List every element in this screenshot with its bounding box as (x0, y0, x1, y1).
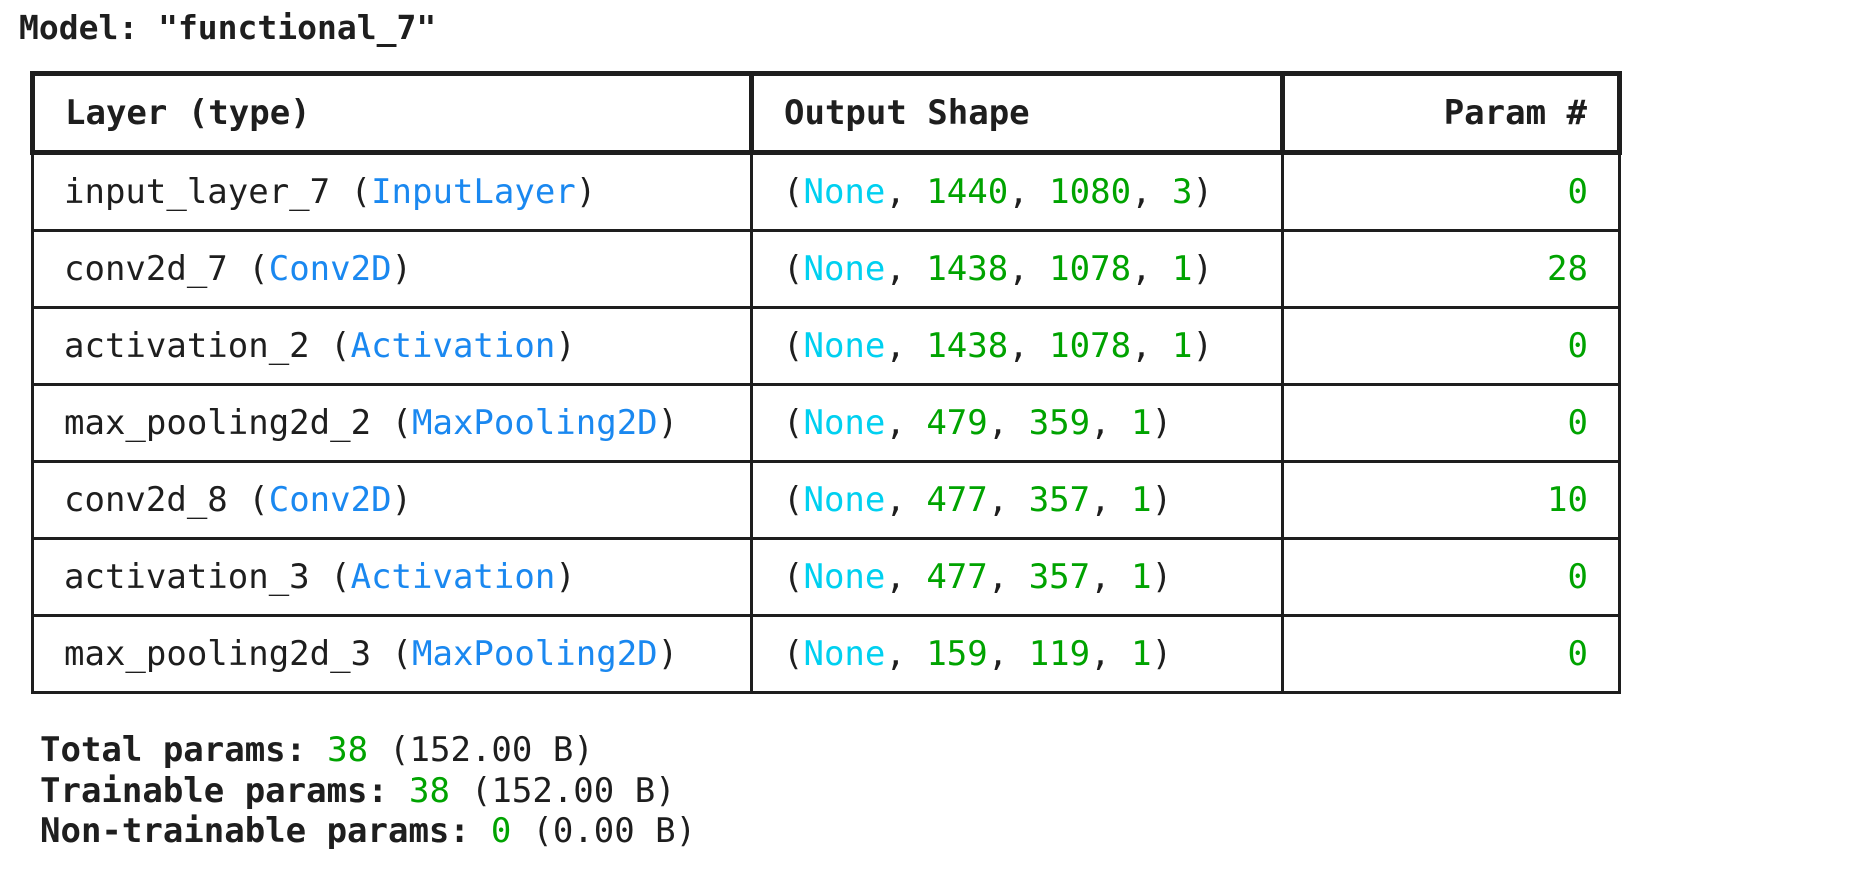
shape-cell: (None, 477, 357, 1) (750, 460, 1284, 540)
layer-cell: input_layer_7 (InputLayer) (31, 151, 753, 232)
layer-row: activation_3 (Activation) (None, 477, 357… (31, 537, 1621, 617)
layer-cell: activation_2 (Activation) (31, 306, 753, 386)
layer-cell: activation_3 (Activation) (31, 537, 753, 617)
summary-label: Non-trainable params: (40, 811, 470, 851)
shape-cell: (None, 479, 359, 1) (750, 383, 1284, 463)
shape-cell: (None, 159, 119, 1) (750, 614, 1284, 694)
summary-label: Total params: (40, 730, 307, 770)
summary-value: 38 (409, 770, 450, 811)
summary-size: (152.00 B) (470, 770, 676, 811)
param-cell: 0 (1281, 537, 1621, 617)
param-cell: 0 (1281, 306, 1621, 386)
summary-line: Trainable params: 38 (152.00 B) (40, 771, 696, 812)
layer-row: max_pooling2d_3 (MaxPooling2D) (None, 159… (31, 614, 1621, 694)
summary-label: Trainable params: (40, 770, 388, 811)
summary-line: Non-trainable params: 0 (0.00 B) (40, 811, 696, 852)
table-body: input_layer_7 (InputLayer) (None, 1440, 1… (31, 151, 1621, 694)
summary-size: (152.00 B) (389, 730, 594, 770)
summary-table: Layer (type) Output Shape Param # input_la… (30, 71, 1622, 694)
layer-cell: conv2d_7 (Conv2D) (31, 229, 753, 309)
layer-row: max_pooling2d_2 (MaxPooling2D) (None, 479… (31, 383, 1621, 463)
header-row: Layer (type) Output Shape Param # (30, 71, 1622, 155)
column-header: Output Shape (749, 71, 1285, 155)
param-cell: 10 (1281, 460, 1621, 540)
param-cell: 0 (1281, 151, 1621, 232)
model-title: Model: "functional_7" (19, 8, 437, 47)
shape-cell: (None, 1440, 1080, 3) (750, 151, 1284, 232)
param-summary: Total params: 38 (152.00 B) Trainable param… (40, 730, 696, 852)
layer-cell: conv2d_8 (Conv2D) (31, 460, 753, 540)
layer-row: input_layer_7 (InputLayer) (None, 1440, 1… (31, 151, 1621, 232)
shape-cell: (None, 1438, 1078, 1) (750, 229, 1284, 309)
layer-cell: max_pooling2d_3 (MaxPooling2D) (31, 614, 753, 694)
summary-value: 38 (327, 730, 369, 770)
column-header: Param # (1280, 71, 1622, 155)
column-header: Layer (type) (30, 71, 754, 155)
summary-line: Total params: 38 (152.00 B) (40, 730, 696, 771)
layer-row: conv2d_7 (Conv2D) (None, 1438, 1078, 1) 28 (31, 229, 1621, 309)
table-head: Layer (type) Output Shape Param # (30, 71, 1622, 155)
layer-cell: max_pooling2d_2 (MaxPooling2D) (31, 383, 753, 463)
param-cell: 0 (1281, 614, 1621, 694)
summary-size: (0.00 B) (532, 811, 697, 851)
param-cell: 0 (1281, 383, 1621, 463)
shape-cell: (None, 1438, 1078, 1) (750, 306, 1284, 386)
shape-cell: (None, 477, 357, 1) (750, 537, 1284, 617)
layer-row: activation_2 (Activation) (None, 1438, 10… (31, 306, 1621, 386)
layer-row: conv2d_8 (Conv2D) (None, 477, 357, 1) 10 (31, 460, 1621, 540)
param-cell: 28 (1281, 229, 1621, 309)
summary-value: 0 (490, 811, 512, 851)
